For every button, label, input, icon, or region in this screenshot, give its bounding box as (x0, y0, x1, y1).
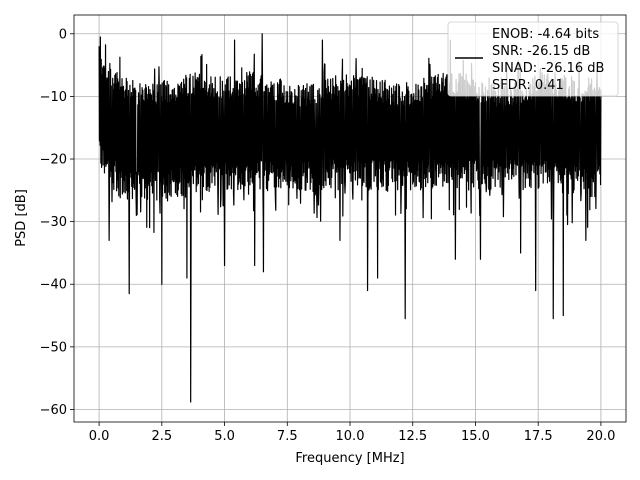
legend-sfdr: SFDR: 0.41 (492, 78, 564, 93)
legend-snr: SNR: -26.15 dB (492, 44, 590, 59)
x-tick-label: 0.0 (89, 429, 110, 444)
y-tick-label: −50 (40, 340, 67, 355)
x-tick-label: 10.0 (336, 429, 365, 444)
x-tick-label: 12.5 (398, 429, 427, 444)
x-axis-label: Frequency [MHz] (295, 451, 404, 466)
y-axis-ticks: 0 −10 −20 −30 −40 −50 −60 (40, 27, 74, 418)
x-tick-label: 15.0 (461, 429, 490, 444)
x-tick-label: 7.5 (277, 429, 298, 444)
y-tick-label: −60 (40, 403, 67, 418)
y-tick-label: −10 (40, 90, 67, 105)
legend-enob: ENOB: -4.64 bits (492, 27, 599, 42)
x-tick-label: 20.0 (586, 429, 615, 444)
y-tick-label: −40 (40, 278, 67, 293)
y-axis-label: PSD [dB] (14, 189, 29, 247)
legend-box (447, 21, 619, 97)
legend-sinad: SINAD: -26.16 dB (492, 61, 604, 76)
y-tick-label: 0 (59, 27, 67, 42)
y-tick-label: −30 (40, 215, 67, 230)
plot-area (98, 33, 602, 403)
x-axis-ticks: 0.0 2.5 5.0 7.5 10.0 12.5 15.0 17.5 20.0 (89, 422, 615, 444)
x-tick-label: 5.0 (214, 429, 235, 444)
legend: ENOB: -4.64 bits SNR: -26.15 dB SINAD: -… (447, 21, 619, 97)
x-tick-label: 17.5 (524, 429, 553, 444)
psd-series-line (98, 33, 602, 403)
y-tick-label: −20 (40, 153, 67, 168)
x-tick-label: 2.5 (151, 429, 172, 444)
